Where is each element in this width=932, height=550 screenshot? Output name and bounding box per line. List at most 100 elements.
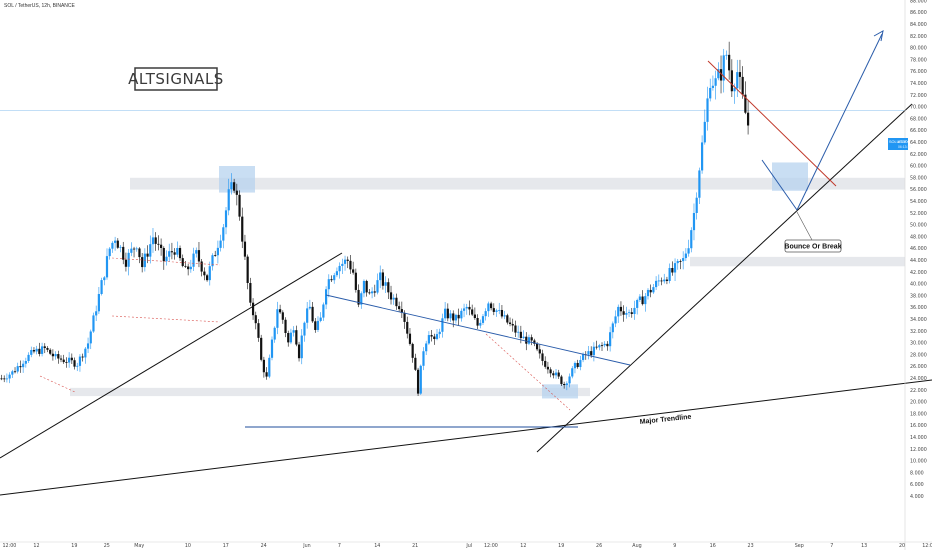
logo-frame — [134, 67, 218, 91]
x-tick-label: 14 — [374, 543, 380, 549]
candle-body — [76, 365, 79, 367]
candle-body — [698, 170, 701, 198]
left-support-trendline — [0, 252, 343, 459]
candle-body — [433, 336, 436, 340]
x-tick-label: 24 — [261, 543, 267, 549]
y-tick-label: 10.000 — [910, 459, 927, 465]
dashed-channel-line — [485, 333, 571, 411]
y-tick-label: 34.000 — [910, 317, 927, 323]
candle-body — [717, 69, 720, 79]
x-tick-label: Jun — [302, 543, 311, 549]
candle-body — [254, 315, 257, 324]
candle-body — [673, 263, 677, 273]
y-tick-label: 82.000 — [910, 34, 927, 40]
candle-body — [517, 331, 520, 333]
candle-body — [11, 371, 14, 375]
candle-body — [362, 280, 366, 294]
candle-body — [270, 339, 274, 358]
candle-body — [606, 343, 609, 347]
candle-body — [0, 378, 3, 380]
candle-body — [552, 373, 555, 376]
candle-body — [495, 310, 498, 312]
chart-title: SOL / TetherUS, 12h, BINANCE — [4, 3, 76, 9]
candle-body — [276, 309, 279, 328]
y-tick-label: 66.000 — [910, 128, 927, 134]
candle-body — [116, 240, 119, 248]
y-tick-label: 72.000 — [910, 93, 927, 99]
x-tick-label: 16 — [710, 543, 716, 549]
candle-body — [398, 306, 401, 310]
y-tick-label: 64.000 — [910, 140, 927, 146]
candle-body — [565, 383, 568, 386]
x-tick-label: May — [134, 543, 144, 549]
candle-body — [78, 356, 82, 366]
candle-body — [728, 54, 731, 71]
x-tick-label: 21 — [412, 543, 418, 549]
candle-body — [352, 269, 355, 273]
candle-body — [538, 349, 541, 354]
candle-body — [408, 333, 412, 344]
candle-body — [208, 266, 211, 281]
candle-body — [241, 216, 244, 242]
candle-body — [725, 54, 728, 56]
candle-body — [13, 371, 17, 373]
candle-body — [124, 259, 128, 267]
candle-body — [544, 360, 547, 367]
candle-body — [235, 190, 238, 195]
candle-body — [287, 333, 290, 343]
candle-body — [444, 308, 447, 319]
candle-body — [625, 313, 628, 315]
candle-body — [219, 240, 222, 248]
candle-body — [306, 308, 309, 323]
candle-body — [636, 300, 639, 308]
candle-body — [744, 94, 747, 113]
x-tick-label: Sep — [795, 543, 804, 549]
candle-body — [719, 69, 723, 81]
candle-body — [655, 280, 658, 288]
candle-body — [549, 369, 552, 374]
candle-body — [95, 311, 98, 316]
candle-body — [165, 256, 168, 262]
candle-body — [481, 316, 485, 323]
candle-body — [668, 268, 671, 281]
candle-body — [54, 354, 57, 357]
candle-body — [327, 279, 330, 290]
candle-body — [370, 291, 374, 294]
candle-body — [714, 78, 717, 86]
x-tick-label: 12 — [33, 543, 39, 549]
x-tick-label: Aug — [632, 543, 641, 549]
candle-body — [452, 313, 455, 321]
candle-body — [257, 323, 260, 338]
candle-body — [384, 282, 387, 286]
candle-body — [32, 350, 36, 352]
candle-body — [422, 351, 425, 366]
candle-body — [195, 250, 198, 254]
y-tick-label: 20.000 — [910, 400, 927, 406]
candle-body — [59, 358, 63, 360]
projection-down-arrow — [761, 159, 798, 211]
candle-body — [476, 318, 479, 326]
candle-body — [652, 287, 655, 293]
candle-body — [100, 280, 103, 295]
candle-body — [579, 360, 582, 368]
price-tag-label: SOLUSDT — [889, 140, 908, 144]
candle-body — [141, 257, 144, 268]
candle-body — [554, 372, 558, 376]
candle-body — [243, 241, 247, 257]
y-tick-label: 44.000 — [910, 258, 927, 264]
candle-body — [43, 346, 46, 349]
candle-body — [738, 72, 742, 77]
candle-body — [535, 343, 539, 350]
support-zone — [130, 177, 905, 190]
candle-body — [84, 348, 87, 358]
y-tick-label: 22.000 — [910, 388, 927, 394]
candle-body — [484, 311, 487, 317]
candle-body — [619, 306, 623, 312]
candle-body — [449, 313, 452, 319]
x-tick-label: 12 — [520, 543, 526, 549]
candle-body — [687, 248, 690, 254]
candle-body — [457, 314, 460, 319]
candle-body — [706, 98, 709, 122]
y-tick-label: 78.000 — [910, 57, 927, 63]
